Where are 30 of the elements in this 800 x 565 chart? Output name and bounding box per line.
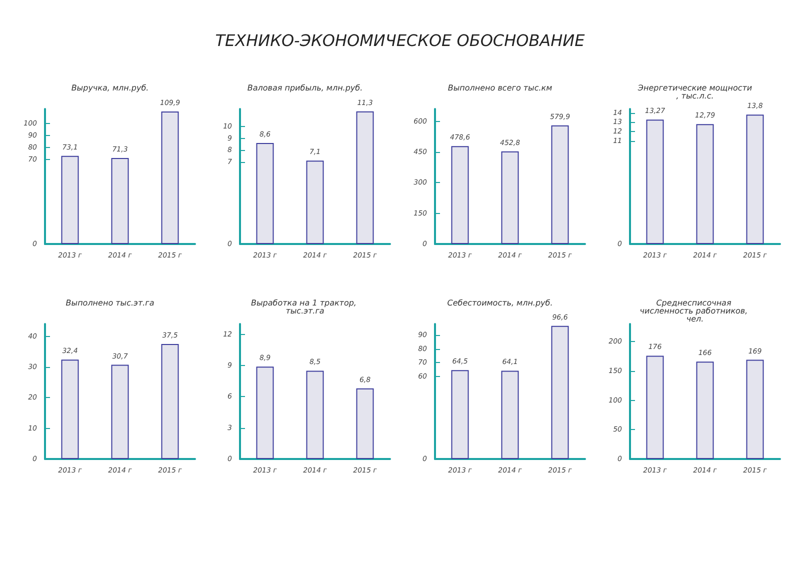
chart-title: Энергетические мощности, тыс.л.с. [636,84,752,100]
bar [306,160,324,244]
bar [501,370,519,459]
bar [551,326,569,459]
chart-title: Среднесписочная численность работников, чел. [640,298,750,324]
bar [696,124,714,244]
bar [356,111,374,244]
chart-title: Выполнено всего тыс.км [448,84,552,92]
bar [111,364,129,459]
bar [256,143,274,244]
bar [356,388,374,459]
bar [551,125,569,244]
bar [451,146,469,244]
bar [501,151,519,244]
bar [161,344,179,459]
bar [61,156,79,244]
text: ТЕХНИКО-ЭКОНОМИЧЕСКОЕ ОБОСНОВАНИЕ [214,30,586,52]
chart-title: Выработка на 1 трактор, тыс.эт.га [250,298,360,316]
bar [111,158,129,244]
chart-title: Выполнено тыс.эт.га [66,298,154,308]
bar [61,360,79,459]
bar [306,370,324,459]
chart-title: Себестоимость, млн.руб. [447,298,553,308]
bar [746,114,764,244]
bar [256,366,274,459]
chart-title: Валовая прибыль, млн.руб. [247,84,363,92]
bar [161,112,179,244]
bar [451,370,469,459]
bar [646,120,664,244]
chart-title: Выручка, млн.руб. [71,84,149,92]
